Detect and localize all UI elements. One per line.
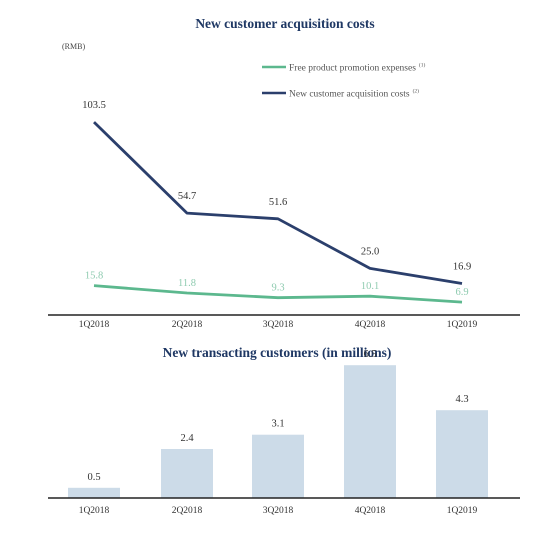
line-chart-unit-label: (RMB) [62, 42, 85, 51]
line-chart-x-ticks: 1Q2018 2Q2018 3Q2018 4Q2018 1Q2019 [79, 320, 478, 330]
bar-chart-marks: 0.5 2.4 3.1 6.5 4.3 [68, 349, 488, 498]
bar-chart-tick-3q2018: 3Q2018 [263, 506, 294, 516]
line-chart-legend: Free product promotion expenses (1) New c… [262, 62, 425, 100]
data-label-free-product-promotion-expenses-4q2018: 10.1 [361, 281, 379, 292]
bar-4q2018 [344, 365, 396, 498]
bar-2q2018 [161, 449, 213, 498]
line-chart-tick-2q2018: 2Q2018 [172, 320, 203, 330]
bar-chart-tick-1q2019: 1Q2019 [447, 506, 478, 516]
legend-item-acquisition-costs: New customer acquisition costs (2) [262, 88, 419, 100]
bar-value-label-1q2018: 0.5 [87, 472, 100, 483]
bar-chart-tick-2q2018: 2Q2018 [172, 506, 203, 516]
data-label-free-product-promotion-expenses-1q2018: 15.8 [85, 271, 103, 282]
bar-value-label-1q2019: 4.3 [455, 394, 468, 405]
bar-value-label-2q2018: 2.4 [180, 433, 194, 444]
data-label-free-product-promotion-expenses-1q2019: 6.9 [455, 287, 468, 298]
line-chart-tick-3q2018: 3Q2018 [263, 320, 294, 330]
data-label-free-product-promotion-expenses-3q2018: 9.3 [271, 283, 284, 294]
legend-label-free-product: Free product promotion expenses (1) [289, 62, 425, 74]
legend-item-free-product: Free product promotion expenses (1) [262, 62, 425, 74]
line-chart-title: New customer acquisition costs [195, 16, 374, 31]
data-label-new-customer-acquisition-costs-1q2019: 16.9 [453, 262, 471, 273]
line-chart-marks: 15.8 11.8 9.3 10.1 6.9 103.5 54.7 51.6 25.0 16.9 [82, 100, 471, 304]
line-chart-tick-1q2019: 1Q2019 [447, 320, 478, 330]
bar-chart: New transacting customers (in millions) … [48, 345, 520, 516]
data-label-new-customer-acquisition-costs-2q2018: 54.7 [178, 191, 196, 202]
line-chart: New customer acquisition costs (RMB) Fre… [48, 16, 520, 330]
bar-chart-tick-1q2018: 1Q2018 [79, 506, 110, 516]
bar-chart-tick-4q2018: 4Q2018 [355, 506, 386, 516]
line-chart-tick-4q2018: 4Q2018 [355, 320, 386, 330]
data-label-new-customer-acquisition-costs-4q2018: 25.0 [361, 246, 379, 257]
bar-1q2018 [68, 487, 120, 498]
bar-chart-x-ticks: 1Q2018 2Q2018 3Q2018 4Q2018 1Q2019 [79, 506, 478, 516]
bar-chart-title: New transacting customers (in millions) [163, 345, 392, 360]
bar-3q2018 [252, 434, 304, 498]
line-series-free-product-promotion-expenses [93, 284, 463, 304]
bar-value-label-3q2018: 3.1 [271, 419, 284, 430]
data-label-free-product-promotion-expenses-2q2018: 11.8 [178, 278, 196, 289]
legend-label-acquisition-costs: New customer acquisition costs (2) [289, 88, 419, 100]
bar-value-label-4q2018: 6.5 [363, 349, 376, 360]
data-label-new-customer-acquisition-costs-1q2018: 103.5 [82, 100, 106, 111]
line-chart-tick-1q2018: 1Q2018 [79, 320, 110, 330]
bar-1q2019 [436, 410, 488, 498]
data-label-new-customer-acquisition-costs-3q2018: 51.6 [269, 197, 287, 208]
line-series-new-customer-acquisition-costs [93, 121, 463, 285]
